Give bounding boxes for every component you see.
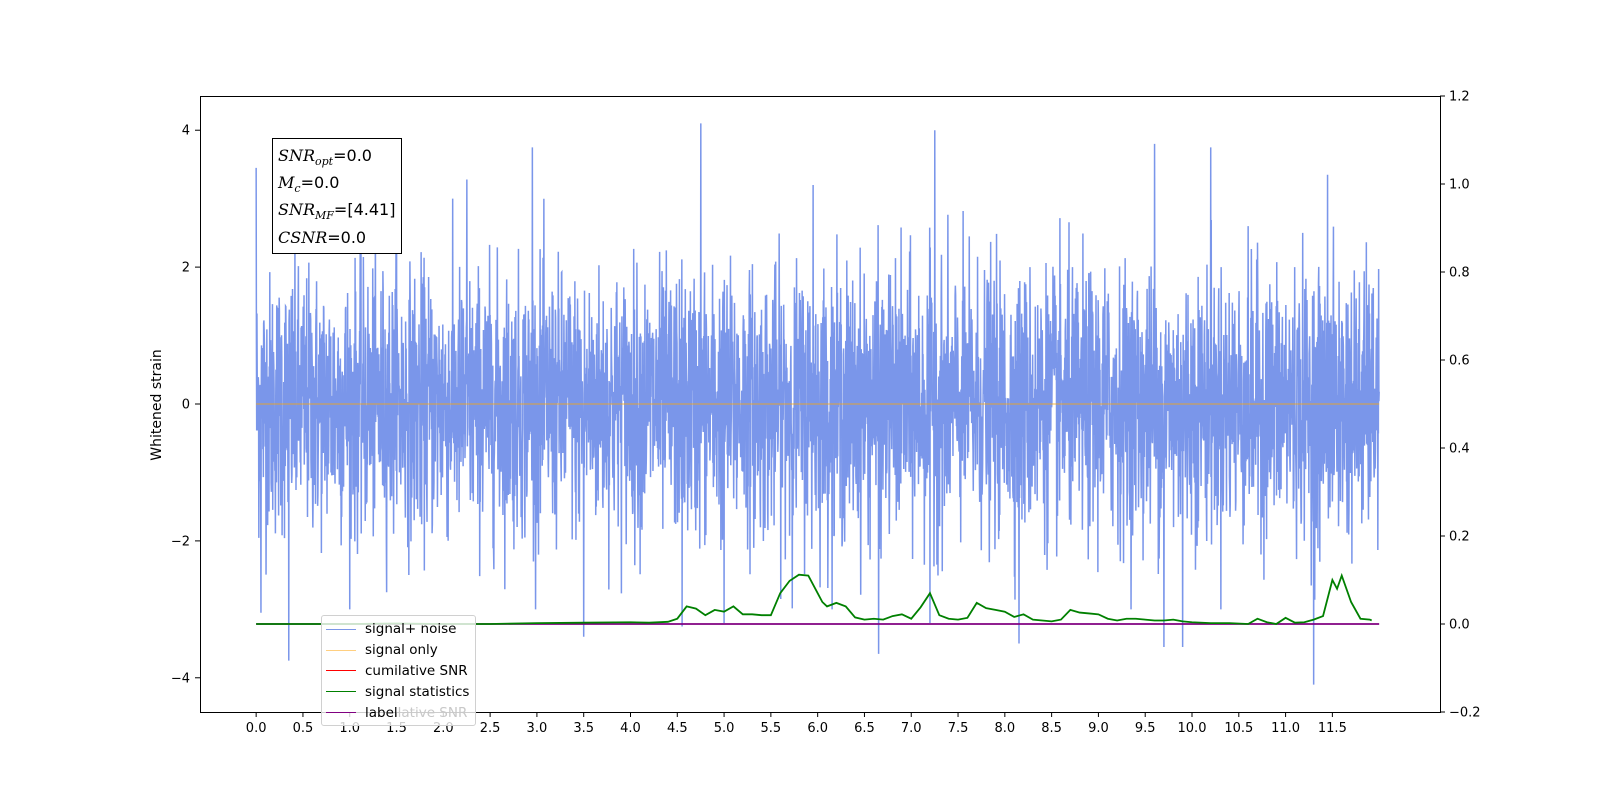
legend-label-signal-statistics: signal statistics [365,683,470,700]
y-right-tick-label: 0.0 [1449,618,1470,633]
legend-item-label: label lative SNR [326,702,469,723]
y-left-tick-label: 0 [182,398,190,413]
signal-noise-line [255,123,1380,685]
y-right-tick-label: 0.6 [1449,354,1470,369]
snr-opt-value: =0.0 [333,146,372,165]
y-right-tick-label: 0.8 [1449,266,1470,281]
legend: signal+ noise signal only cumilative SNR… [321,615,477,726]
x-tick-label: 8.0 [994,721,1015,736]
legend-swatch-signal-statistics [326,691,356,693]
x-tick-label: 0.5 [293,721,314,736]
snr-mf-line: SNRMF=[4.41] [278,199,395,226]
legend-swatch-signal-only [326,649,356,651]
legend-item-signal-noise: signal+ noise [326,619,469,640]
y-axis-label: Whitened strain [149,349,165,460]
mc-symbol: M [278,173,295,193]
y-right-tick-label: −0.2 [1449,706,1481,721]
x-tick-label: 7.0 [901,721,922,736]
legend-item-signal-only: signal only [326,640,469,661]
snr-mf-value: =[4.41] [333,200,396,220]
x-tick-label: 4.0 [620,721,641,736]
annotation-box: SNRopt=0.0 Mc=0.0 SNRMF=[4.41] CSNR=0.0 [272,138,403,254]
y-right-tick-label: 0.4 [1449,442,1470,457]
y-right-axis-ticks: −0.2 0.0 0.2 0.4 0.6 0.8 1.0 1.2 [1440,90,1481,721]
x-tick-label: 5.0 [714,721,735,736]
legend-label-signal-noise: signal+ noise [365,621,457,638]
csnr-symbol: CSNR [278,227,328,247]
x-tick-label: 5.5 [761,721,782,736]
x-tick-label: 6.5 [854,721,875,736]
csnr-value: =0.0 [327,227,367,247]
signal-statistics-line [256,572,1373,625]
legend-overlap-text: lative SNR [397,704,468,721]
y-left-tick-label: −4 [171,671,190,686]
snr-mf-subscript: MF [315,209,334,223]
x-tick-label: 11.0 [1271,721,1300,736]
snr-mf-symbol: SNR [278,200,316,220]
mc-subscript: c [294,182,301,196]
mc-value: =0.0 [300,173,340,193]
x-tick-label: 7.5 [948,721,969,736]
y-left-tick-label: 4 [182,124,190,139]
plot-frame [200,96,1441,713]
x-tick-label: 9.0 [1088,721,1109,736]
snr-opt-subscript: opt [315,155,334,169]
csnr-line: CSNR=0.0 [278,227,395,248]
y-left-axis-ticks: −4 −2 0 2 4 [171,124,200,686]
x-tick-label: 6.0 [807,721,828,736]
legend-label-label: label [365,704,398,721]
legend-item-cumulative-snr: cumilative SNR [326,661,469,682]
x-tick-label: 3.0 [527,721,548,736]
x-tick-label: 10.5 [1224,721,1253,736]
x-tick-label: 11.5 [1318,721,1347,736]
legend-label-signal-only: signal only [365,642,438,659]
y-right-tick-label: 0.2 [1449,530,1470,545]
y-right-tick-label: 1.2 [1449,90,1470,105]
x-tick-label: 3.5 [573,721,594,736]
y-left-tick-label: −2 [171,534,190,549]
snr-opt-line: SNRopt=0.0 [278,145,395,172]
y-right-tick-label: 1.0 [1449,178,1470,193]
y-left-tick-label: 2 [182,261,190,276]
legend-item-signal-statistics: signal statistics [326,681,469,702]
legend-swatch-label [326,712,356,714]
snr-opt-symbol: SNR [278,146,316,165]
legend-swatch-cumulative-snr [326,670,356,672]
mc-line: Mc=0.0 [278,172,395,199]
legend-swatch-signal-noise [326,628,356,630]
x-tick-label: 0.0 [246,721,267,736]
x-tick-label: 4.5 [667,721,688,736]
x-tick-label: 9.5 [1135,721,1156,736]
legend-label-cumulative-snr: cumilative SNR [365,662,468,679]
x-tick-label: 10.0 [1178,721,1207,736]
x-tick-label: 8.5 [1041,721,1062,736]
x-tick-label: 2.5 [480,721,501,736]
series-signal-noise [255,123,1380,685]
